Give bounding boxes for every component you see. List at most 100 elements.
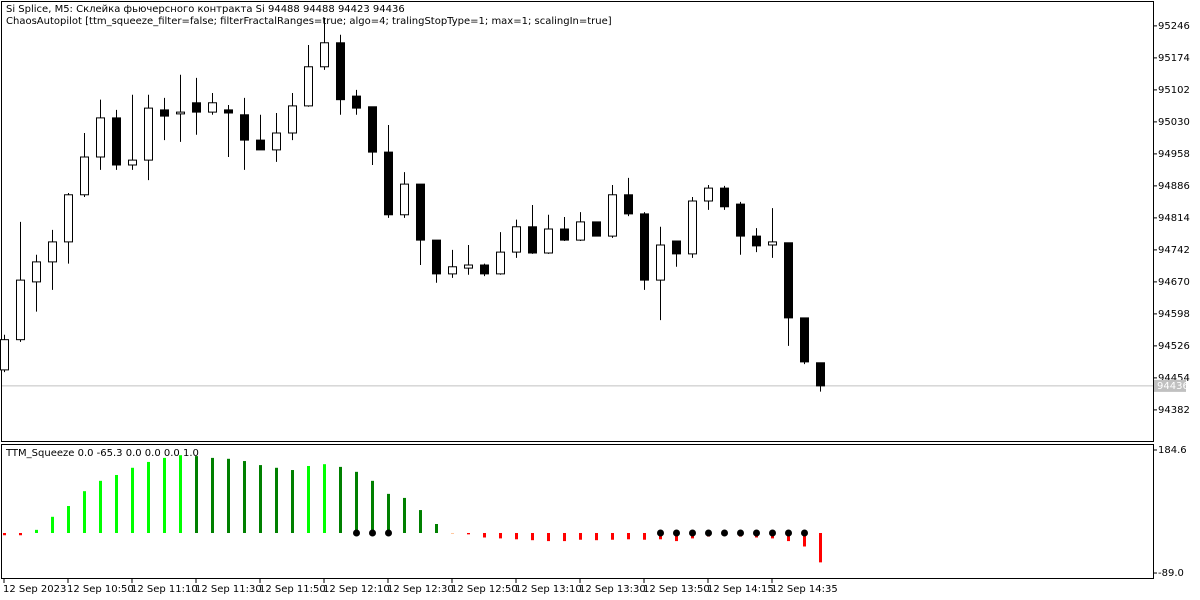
squeeze-dot xyxy=(369,529,376,537)
candle-body xyxy=(112,117,121,166)
squeeze-dot xyxy=(385,529,392,537)
histogram-bar xyxy=(547,532,550,542)
candle-body xyxy=(720,187,729,208)
x-tick-label: 12 Sep 13:50 xyxy=(643,584,710,595)
candle-body xyxy=(192,102,201,113)
candle-body xyxy=(288,105,297,134)
histogram-bar xyxy=(19,532,22,536)
candle-body xyxy=(416,183,425,241)
candle-body xyxy=(304,66,313,107)
candle-body xyxy=(208,102,217,113)
histogram-bar xyxy=(403,497,406,533)
candle-body xyxy=(672,240,681,255)
histogram-bar xyxy=(291,470,294,533)
candle-body xyxy=(96,117,105,158)
candle-body xyxy=(32,261,41,283)
candle-body xyxy=(368,106,377,153)
candle-body xyxy=(160,109,169,117)
histogram-bar xyxy=(67,506,70,533)
histogram-bar xyxy=(595,532,598,541)
candle-body xyxy=(16,279,25,341)
candle-body xyxy=(80,156,89,196)
histogram-bar xyxy=(675,532,678,542)
y-tick-label: 184.6 xyxy=(1158,445,1187,456)
candle-body xyxy=(576,221,585,241)
histogram-bar xyxy=(451,532,454,534)
candle-body xyxy=(800,317,809,363)
histogram-bar xyxy=(515,532,518,540)
squeeze-dot xyxy=(689,529,696,537)
candle-body xyxy=(688,200,697,255)
price-pane xyxy=(1,1,1154,442)
x-tick-label: 12 Sep 11:10 xyxy=(131,584,198,595)
candle-body xyxy=(528,226,537,254)
indicator-pane xyxy=(1,444,1154,579)
candle-body xyxy=(384,151,393,216)
y-tick-label: 94742 xyxy=(1158,245,1190,256)
candle-body xyxy=(256,139,265,151)
y-tick-label: 94382 xyxy=(1158,405,1190,416)
histogram-bar xyxy=(195,456,198,533)
candle-body xyxy=(272,132,281,151)
last-price-label: 94436 xyxy=(1157,381,1189,392)
candle-body xyxy=(544,228,553,254)
squeeze-dot xyxy=(769,529,776,537)
histogram-bar xyxy=(355,471,358,533)
squeeze-dot xyxy=(721,529,728,537)
histogram-bar xyxy=(339,466,342,533)
candle-body xyxy=(144,107,153,161)
candle-body xyxy=(592,221,601,237)
histogram-bar xyxy=(51,516,54,533)
histogram-bar xyxy=(243,461,246,533)
y-tick-label: 94958 xyxy=(1158,149,1190,160)
candle-body xyxy=(224,109,233,114)
histogram-bar xyxy=(35,529,38,533)
x-tick-label: 12 Sep 13:30 xyxy=(579,584,646,595)
histogram-bar xyxy=(259,465,262,533)
candle-body xyxy=(512,226,521,253)
histogram-bar xyxy=(211,457,214,533)
y-tick-label: 94598 xyxy=(1158,309,1190,320)
candle-body xyxy=(432,239,441,275)
squeeze-dot xyxy=(737,529,744,537)
y-tick-label: 95174 xyxy=(1158,53,1190,64)
histogram-bar xyxy=(99,480,102,533)
candle-body xyxy=(496,251,505,275)
histogram-bar xyxy=(115,474,118,533)
squeeze-dot xyxy=(657,529,664,537)
candle-body xyxy=(448,266,457,275)
candle-body xyxy=(736,203,745,237)
histogram-bar xyxy=(819,532,822,563)
y-tick-label: 94814 xyxy=(1158,213,1190,224)
histogram-bar xyxy=(611,532,614,540)
squeeze-dot xyxy=(705,529,712,537)
x-tick-label: 12 Sep 14:15 xyxy=(707,584,774,595)
candle-body xyxy=(128,159,137,166)
candle-body xyxy=(640,213,649,281)
x-tick-label: 12 Sep 13:10 xyxy=(515,584,582,595)
histogram-bar xyxy=(3,532,6,536)
squeeze-dot xyxy=(673,529,680,537)
candle-body xyxy=(704,187,713,202)
candle-body xyxy=(176,111,185,115)
y-tick-label: 94454 xyxy=(1158,373,1190,384)
histogram-bar xyxy=(499,532,502,539)
squeeze-dot xyxy=(753,529,760,537)
indicator-title: TTM_Squeeze 0.0 -65.3 0.0 0.0 0.0 1.0 xyxy=(5,448,199,459)
y-tick-label: 94526 xyxy=(1158,341,1190,352)
candle-body xyxy=(816,362,825,387)
candle-body xyxy=(48,241,57,263)
x-tick-label: 12 Sep 14:35 xyxy=(771,584,838,595)
expert-label: ChaosAutopilot [ttm_squeeze_filter=false… xyxy=(6,16,612,27)
candle-body xyxy=(656,244,665,281)
histogram-bar xyxy=(275,467,278,533)
histogram-bar xyxy=(579,532,582,540)
candle-body xyxy=(320,42,329,68)
candle-body xyxy=(352,95,361,109)
histogram-bar xyxy=(371,480,374,533)
histogram-bar xyxy=(307,465,310,533)
histogram-bar xyxy=(163,457,166,533)
histogram-bar xyxy=(627,532,630,540)
